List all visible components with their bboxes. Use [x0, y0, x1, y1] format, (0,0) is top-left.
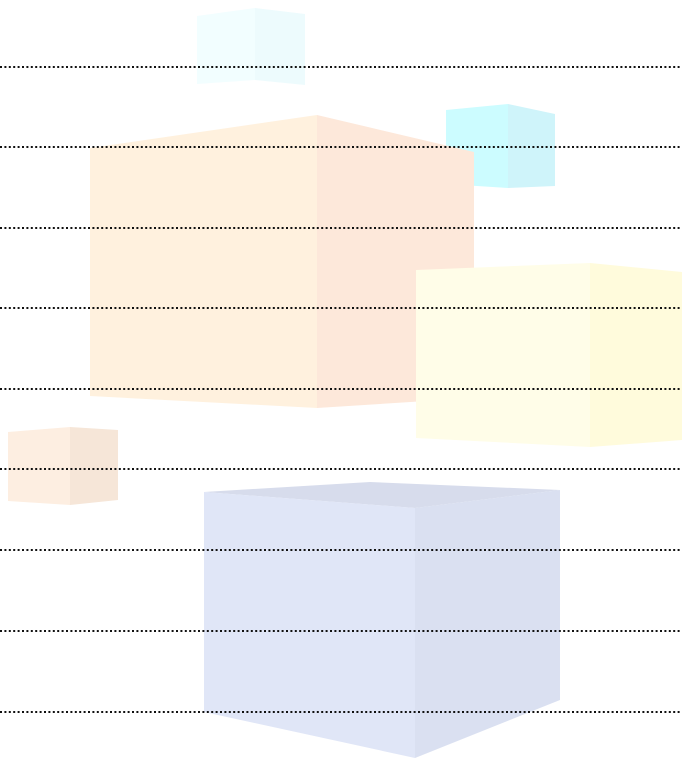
cube-small-peach [8, 427, 118, 505]
cube-yellow [416, 263, 682, 447]
cube-blue [204, 482, 560, 758]
cube-face [8, 427, 70, 505]
cube-face [590, 263, 682, 447]
cube-face [197, 8, 255, 84]
cube-face [416, 263, 590, 447]
cube-face [90, 115, 317, 408]
background [0, 0, 682, 760]
cube-faint-cyan [197, 8, 305, 85]
cube-face [70, 427, 118, 505]
cube-face [204, 492, 415, 758]
cube-face [415, 490, 560, 758]
cube-face [255, 8, 305, 85]
page: (() => { const data = JSON.parse(documen… [0, 0, 682, 760]
